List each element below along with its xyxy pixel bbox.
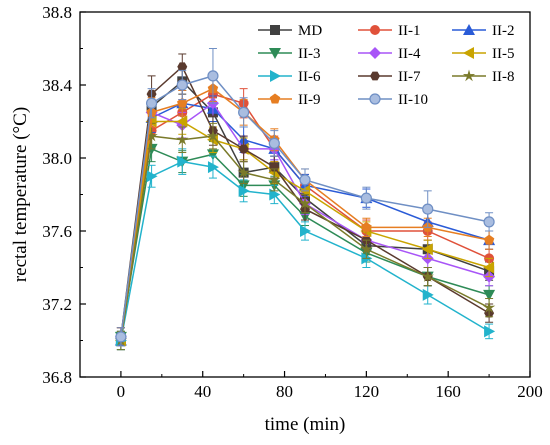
data-point xyxy=(206,129,220,142)
data-point xyxy=(298,197,312,209)
data-point xyxy=(483,216,495,228)
legend-item-ii-8: II-8 xyxy=(452,69,515,85)
data-point xyxy=(483,234,495,245)
data-point xyxy=(237,166,250,178)
y-tick-label: 37.2 xyxy=(42,295,72,314)
legend-item-ii-5: II-5 xyxy=(452,46,515,62)
axes: 0 40 80 120 160 200 36.8 37.2 37.6 38.0 38.4 38.8 xyxy=(42,3,543,401)
data-point xyxy=(238,184,250,197)
legend-label: II-5 xyxy=(492,46,515,62)
series-line xyxy=(120,135,490,341)
data-point xyxy=(177,97,188,108)
y-axis-title: rectal temperature (°C) xyxy=(10,107,31,282)
legend-marker xyxy=(369,47,381,59)
legend-marker xyxy=(269,93,281,104)
legend-label: MD xyxy=(298,23,322,39)
series-line xyxy=(120,102,490,341)
data-point xyxy=(300,225,311,237)
legend-label: II-1 xyxy=(398,23,421,39)
legend-marker xyxy=(369,93,381,105)
legend-marker xyxy=(463,47,474,59)
data-point xyxy=(176,133,189,146)
series-line xyxy=(120,75,490,337)
series-line xyxy=(120,160,490,341)
data-point xyxy=(360,242,373,255)
legend-item-ii-7: II-7 xyxy=(358,69,421,85)
legend-item-ii-2: II-2 xyxy=(452,23,515,39)
data-point xyxy=(268,137,280,149)
legend-label: II-7 xyxy=(398,69,421,85)
series-line xyxy=(120,87,490,337)
legend-label: II-8 xyxy=(492,69,515,85)
legend-label: II-10 xyxy=(398,92,428,108)
legend-label: II-9 xyxy=(298,92,321,108)
data-point xyxy=(177,62,188,72)
data-point xyxy=(115,331,127,343)
legend-marker xyxy=(463,24,475,35)
data-point xyxy=(268,173,281,186)
data-point xyxy=(145,97,158,109)
data-point xyxy=(421,243,433,256)
data-point xyxy=(207,70,219,82)
y-tick-label: 36.8 xyxy=(42,368,72,387)
series-ii-3 xyxy=(114,135,496,347)
data-point xyxy=(482,301,496,313)
legend-item-ii-6: II-6 xyxy=(258,69,321,85)
legend-item-ii-3: II-3 xyxy=(258,46,321,62)
data-point xyxy=(176,115,188,128)
legend-marker xyxy=(270,25,280,35)
data-point xyxy=(483,261,495,274)
data-point xyxy=(360,192,372,204)
legend-item-ii-9: II-9 xyxy=(258,92,321,108)
series-line xyxy=(120,120,490,341)
data-point xyxy=(176,79,188,91)
x-tick-label: 80 xyxy=(276,382,293,401)
legend-label: II-2 xyxy=(492,23,515,39)
x-tick-label: 200 xyxy=(517,382,543,401)
data-point xyxy=(269,188,281,201)
data-point xyxy=(299,174,311,186)
y-tick-label: 38.8 xyxy=(42,3,72,22)
series-ii-10 xyxy=(115,48,495,347)
data-point xyxy=(422,288,434,301)
legend: MD II-1 II-2 II-3 II-4 II-5 II-6 II-7 II-8 II-9 II… xyxy=(258,23,515,108)
legend-item-ii-1: II-1 xyxy=(358,23,421,39)
data-point xyxy=(421,270,434,282)
y-tick-label: 38.0 xyxy=(42,149,72,168)
legend-marker xyxy=(370,25,380,35)
y-tick-label: 37.6 xyxy=(42,222,72,241)
legend-item-md: MD xyxy=(258,23,322,39)
data-point xyxy=(146,170,158,183)
plot-area xyxy=(114,48,496,351)
data-point xyxy=(483,289,496,301)
legend-item-ii-4: II-4 xyxy=(358,46,421,62)
x-tick-label: 0 xyxy=(117,382,126,401)
data-point xyxy=(422,203,434,215)
x-tick-label: 160 xyxy=(435,382,461,401)
x-tick-label: 40 xyxy=(194,382,211,401)
data-point xyxy=(177,155,189,168)
legend-marker xyxy=(462,69,476,82)
legend-label: II-6 xyxy=(298,69,321,85)
y-tick-label: 38.4 xyxy=(42,76,72,95)
legend-marker xyxy=(270,70,281,82)
data-point xyxy=(238,144,249,154)
legend-marker xyxy=(269,48,281,59)
data-point xyxy=(484,325,496,338)
legend-label: II-4 xyxy=(398,46,421,62)
legend-marker xyxy=(370,71,380,81)
legend-item-ii-10: II-10 xyxy=(358,92,428,108)
data-point xyxy=(361,221,372,232)
data-point xyxy=(238,106,250,118)
data-point xyxy=(145,129,158,142)
data-point xyxy=(207,161,219,174)
x-axis-title: time (min) xyxy=(265,414,346,435)
series-line xyxy=(120,147,490,337)
x-tick-label: 120 xyxy=(354,382,380,401)
series-line xyxy=(120,102,490,337)
legend-label: II-3 xyxy=(298,46,321,62)
series-line xyxy=(120,65,490,337)
